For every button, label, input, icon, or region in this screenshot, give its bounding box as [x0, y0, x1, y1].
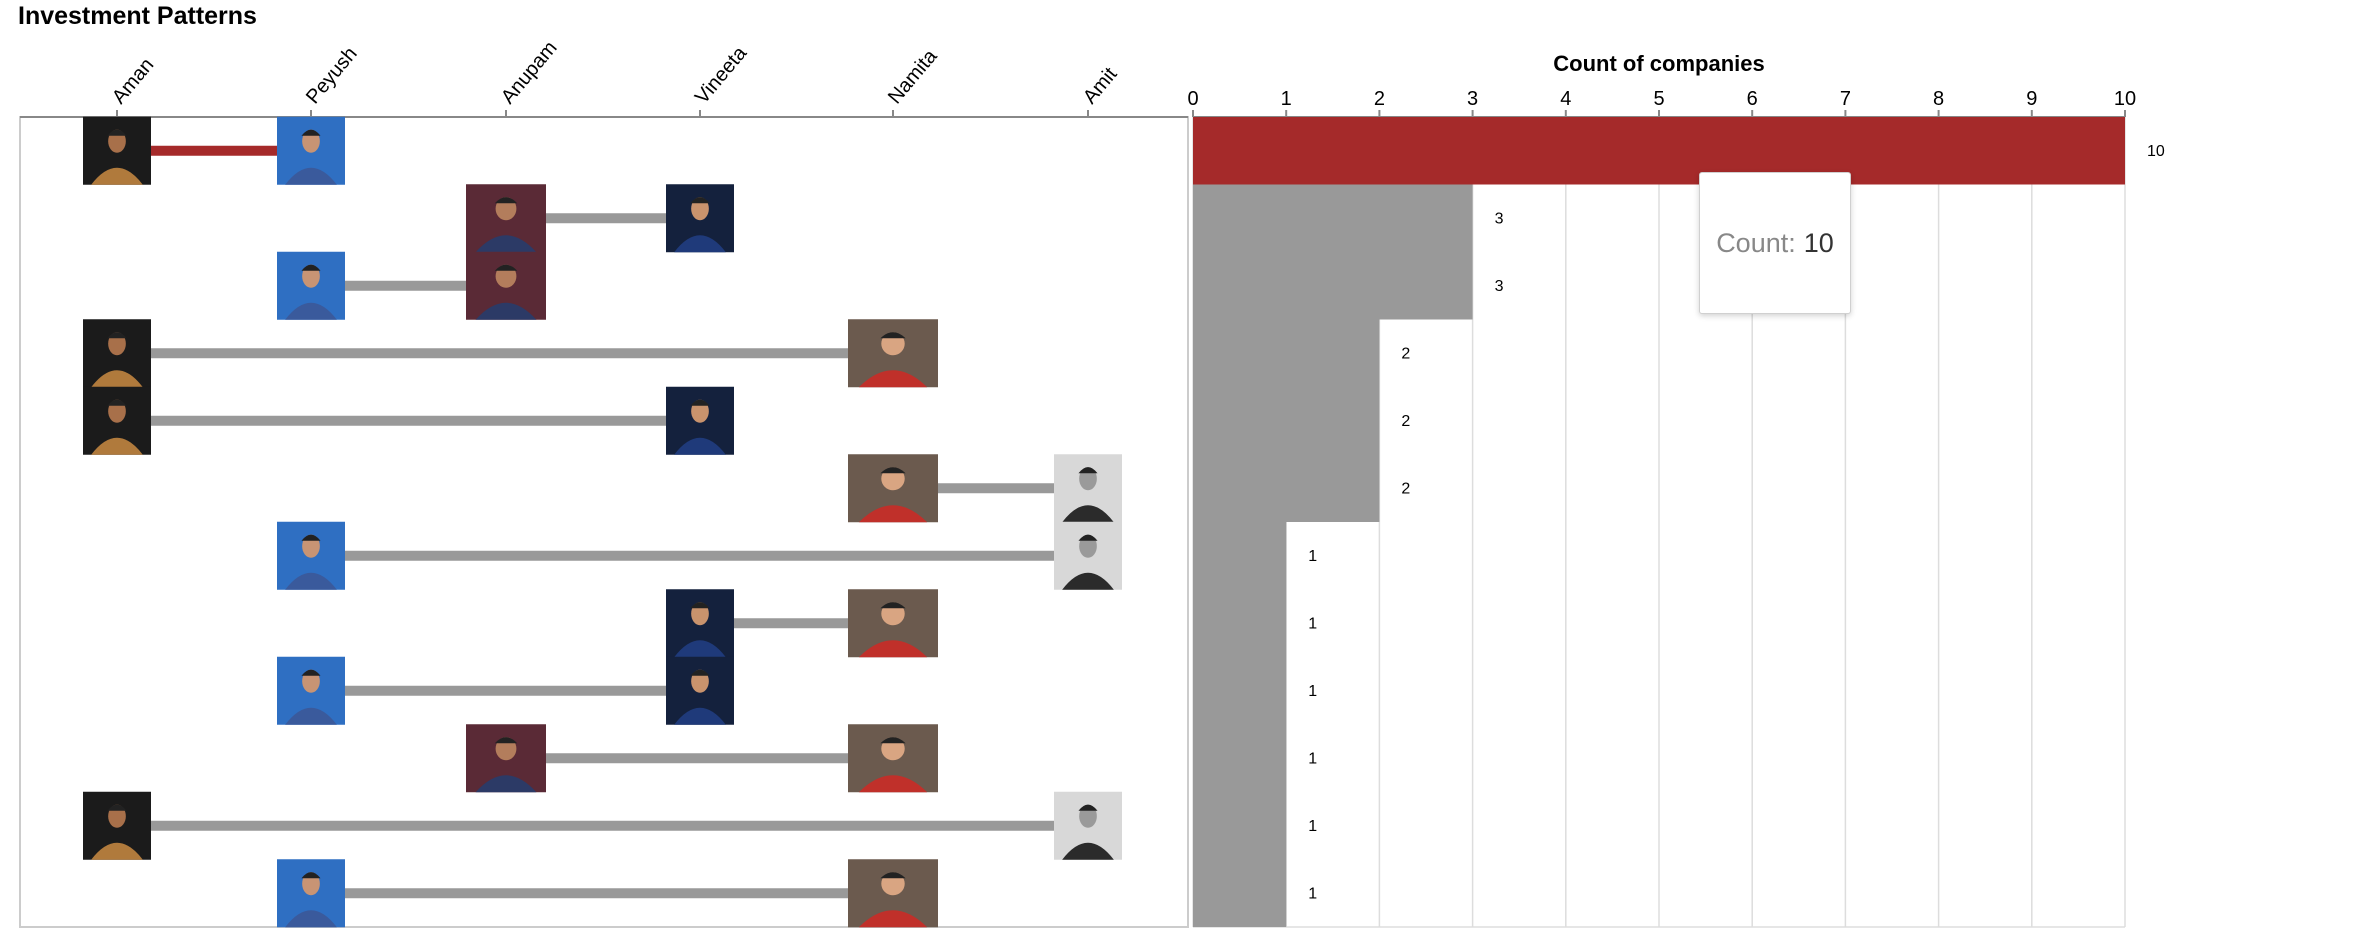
bar-value-label: 10: [2147, 143, 2165, 160]
shark-avatar-vineeta-icon: [666, 656, 734, 725]
bar-value-label: 1: [1308, 615, 1317, 632]
x-tick-label: 1: [1281, 88, 1292, 110]
shark-avatar-namita-icon: [848, 724, 938, 793]
shark-avatar-vineeta-icon: [666, 184, 734, 253]
bar[interactable]: [1193, 792, 1287, 860]
shark-avatar-vineeta-icon: [666, 386, 734, 455]
bar[interactable]: [1193, 117, 2125, 185]
shark-label-amit: Amit: [1079, 63, 1122, 108]
shark-label-aman: Aman: [108, 54, 158, 108]
bar-value-label: 1: [1308, 548, 1317, 565]
x-tick-label: 5: [1653, 88, 1664, 110]
bar-value-label: 1: [1308, 818, 1317, 835]
shark-avatar-namita-icon: [848, 454, 938, 523]
shark-avatar-anupam-icon: [466, 724, 546, 793]
bar[interactable]: [1193, 184, 1473, 253]
shark-avatar-anupam-icon: [466, 184, 546, 253]
x-tick-label: 2: [1374, 88, 1385, 110]
bar-value-label: 2: [1401, 413, 1410, 430]
shark-avatar-namita-icon: [848, 319, 938, 388]
shark-avatar-peyush-icon: [277, 251, 345, 320]
x-tick-label: 0: [1187, 88, 1198, 110]
network-panel-frame: [19, 116, 1189, 928]
shark-label-namita: Namita: [884, 45, 942, 108]
shark-avatar-aman-icon: [83, 116, 151, 185]
bar-value-label: 1: [1308, 885, 1317, 902]
shark-avatar-peyush-icon: [277, 116, 345, 185]
shark-avatar-anupam-icon: [466, 251, 546, 320]
bar-value-label: 3: [1495, 210, 1504, 227]
x-axis-title: Count of companies: [1553, 51, 1764, 76]
bar-value-label: 2: [1401, 345, 1410, 362]
shark-label-anupam: Anupam: [497, 37, 562, 108]
shark-avatar-aman-icon: [83, 386, 151, 455]
x-tick-label: 3: [1467, 88, 1478, 110]
shark-avatar-vineeta-icon: [666, 589, 734, 658]
shark-avatar-namita-icon: [848, 859, 938, 928]
shark-avatar-amit-icon: [1054, 454, 1122, 523]
shark-label-vineeta: Vineeta: [691, 42, 752, 108]
shark-avatar-peyush-icon: [277, 859, 345, 928]
bar[interactable]: [1193, 454, 1380, 523]
bar[interactable]: [1193, 252, 1473, 320]
count-tooltip: Count: 10: [1699, 172, 1851, 314]
shark-avatar-peyush-icon: [277, 656, 345, 725]
x-tick-label: 7: [1840, 88, 1851, 110]
shark-avatar-amit-icon: [1054, 521, 1122, 590]
shark-avatar-amit-icon: [1054, 791, 1122, 860]
x-tick-label: 4: [1560, 88, 1571, 110]
bar[interactable]: [1193, 589, 1287, 658]
shark-label-peyush: Peyush: [302, 43, 362, 108]
bar-value-label: 2: [1401, 480, 1410, 497]
shark-avatar-peyush-icon: [277, 521, 345, 590]
bar[interactable]: [1193, 522, 1287, 590]
shark-avatar-namita-icon: [848, 589, 938, 658]
tooltip-label: Count:: [1716, 227, 1796, 258]
bar[interactable]: [1193, 724, 1287, 793]
x-tick-label: 10: [2114, 88, 2136, 110]
bar[interactable]: [1193, 859, 1287, 928]
bar[interactable]: [1193, 657, 1287, 725]
bar-value-label: 3: [1495, 278, 1504, 295]
chart-title: Investment Patterns: [18, 2, 257, 30]
x-tick-label: 9: [2026, 88, 2037, 110]
x-tick-label: 8: [1933, 88, 1944, 110]
shark-avatar-aman-icon: [83, 791, 151, 860]
shark-avatar-aman-icon: [83, 319, 151, 388]
bar[interactable]: [1193, 387, 1380, 455]
x-tick-label: 6: [1747, 88, 1758, 110]
tooltip-value: 10: [1803, 227, 1834, 258]
bar-value-label: 1: [1308, 683, 1317, 700]
bar-value-label: 1: [1308, 750, 1317, 767]
bar[interactable]: [1193, 319, 1380, 388]
